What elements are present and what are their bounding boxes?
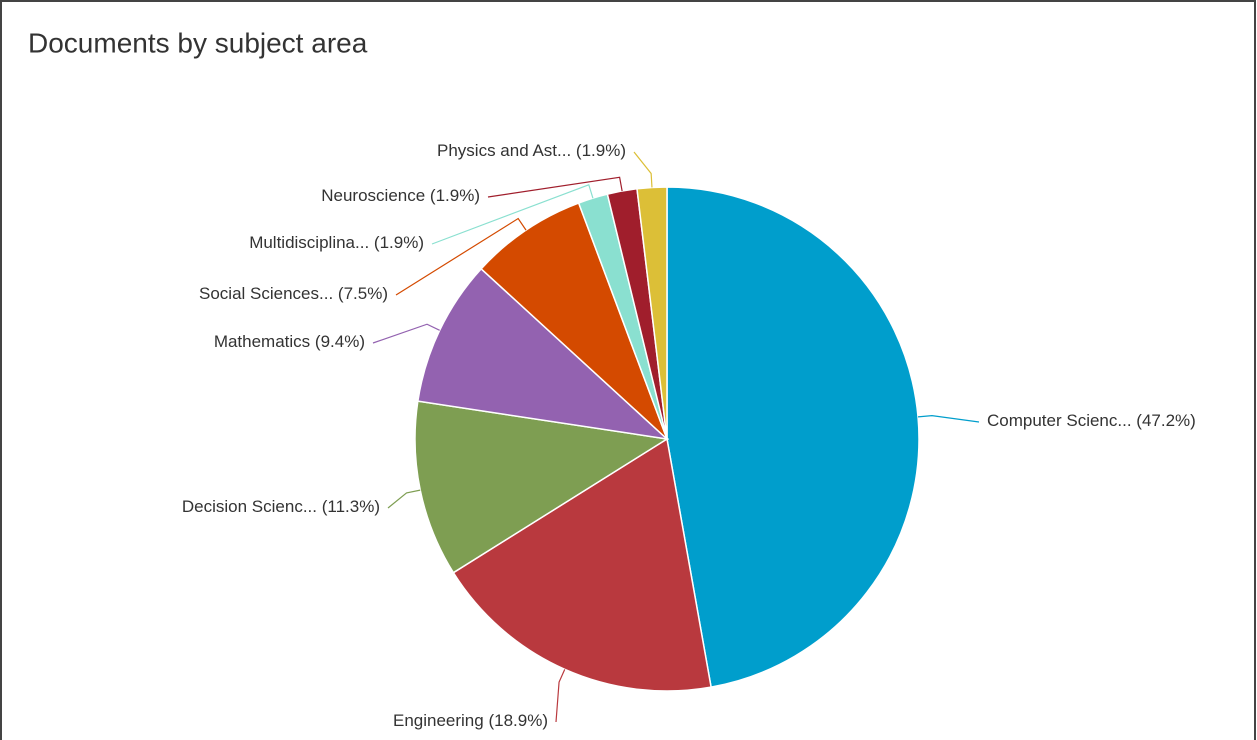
value-label: (9.4%): [315, 332, 365, 351]
leader-line: [487, 176, 623, 198]
pie-slice: [480, 202, 668, 440]
pie-slice: [417, 267, 670, 441]
slice-label: Physics and Ast... (1.9%): [437, 141, 626, 160]
slice-label: Social Sciences... (7.5%): [199, 284, 388, 303]
value-label: (47.2%): [1136, 411, 1196, 430]
leader-line: [395, 217, 527, 296]
value-label: (1.9%): [576, 141, 626, 160]
slice-label: Multidisciplina... (1.9%): [249, 233, 424, 252]
chart-title: Documents by subject area: [28, 27, 368, 58]
leader-line: [431, 183, 594, 245]
value-label: (1.9%): [430, 186, 480, 205]
category-name: Social Sciences...: [199, 284, 333, 303]
slice-label: Neuroscience (1.9%): [321, 186, 480, 205]
leader-line: [555, 669, 566, 723]
pie-slice: [666, 186, 920, 688]
value-label: (7.5%): [338, 284, 388, 303]
leader-line: [387, 489, 421, 509]
pie-slice: [452, 437, 712, 692]
category-name: Computer Scienc...: [987, 411, 1132, 430]
category-name: Neuroscience: [321, 186, 425, 205]
leader-line: [633, 151, 653, 188]
leader-line: [372, 323, 440, 344]
leader-line: [917, 415, 980, 423]
value-label: (1.9%): [374, 233, 424, 252]
category-name: Physics and Ast...: [437, 141, 571, 160]
slice-label: Computer Scienc... (47.2%): [987, 411, 1196, 430]
slice-label: Engineering (18.9%): [393, 711, 548, 730]
pie-slice: [636, 186, 668, 440]
category-name: Engineering: [393, 711, 484, 730]
category-name: Multidisciplina...: [249, 233, 369, 252]
value-label: (18.9%): [488, 711, 548, 730]
slice-label: Decision Scienc... (11.3%): [182, 497, 380, 516]
category-name: Decision Scienc...: [182, 497, 317, 516]
value-label: (11.3%): [322, 497, 380, 516]
category-name: Mathematics: [214, 332, 310, 351]
slice-label: Mathematics (9.4%): [214, 332, 365, 351]
